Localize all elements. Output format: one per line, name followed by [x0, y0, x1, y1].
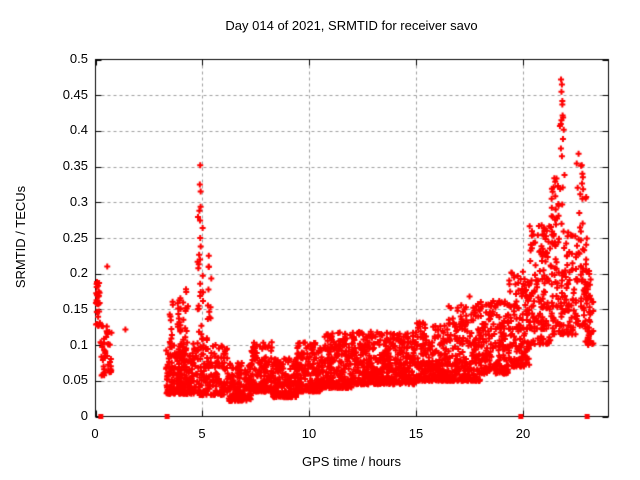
x-axis-label: GPS time / hours [302, 454, 401, 469]
y-tick-label: 0.5 [69, 51, 88, 66]
y-tick-label: 0.35 [62, 158, 88, 173]
x-tick-label: 5 [198, 426, 206, 441]
y-tick-label: 0.15 [62, 301, 88, 316]
y-tick-label: 0.4 [69, 122, 88, 137]
x-tick-label: 20 [515, 426, 531, 441]
y-tick-label: 0.45 [62, 87, 88, 102]
y-tick-label: 0.25 [62, 230, 88, 245]
y-tick-label: 0.3 [69, 194, 88, 209]
y-tick-label: 0.2 [69, 265, 88, 280]
y-tick-label: 0.1 [69, 337, 88, 352]
x-tick-label: 10 [301, 426, 317, 441]
y-tick-label: 0.05 [62, 372, 88, 387]
x-tick-label: 15 [408, 426, 424, 441]
y-tick-label: 0 [80, 408, 88, 423]
chart-title: Day 014 of 2021, SRMTID for receiver sav… [225, 18, 478, 33]
x-tick-label: 0 [91, 426, 99, 441]
